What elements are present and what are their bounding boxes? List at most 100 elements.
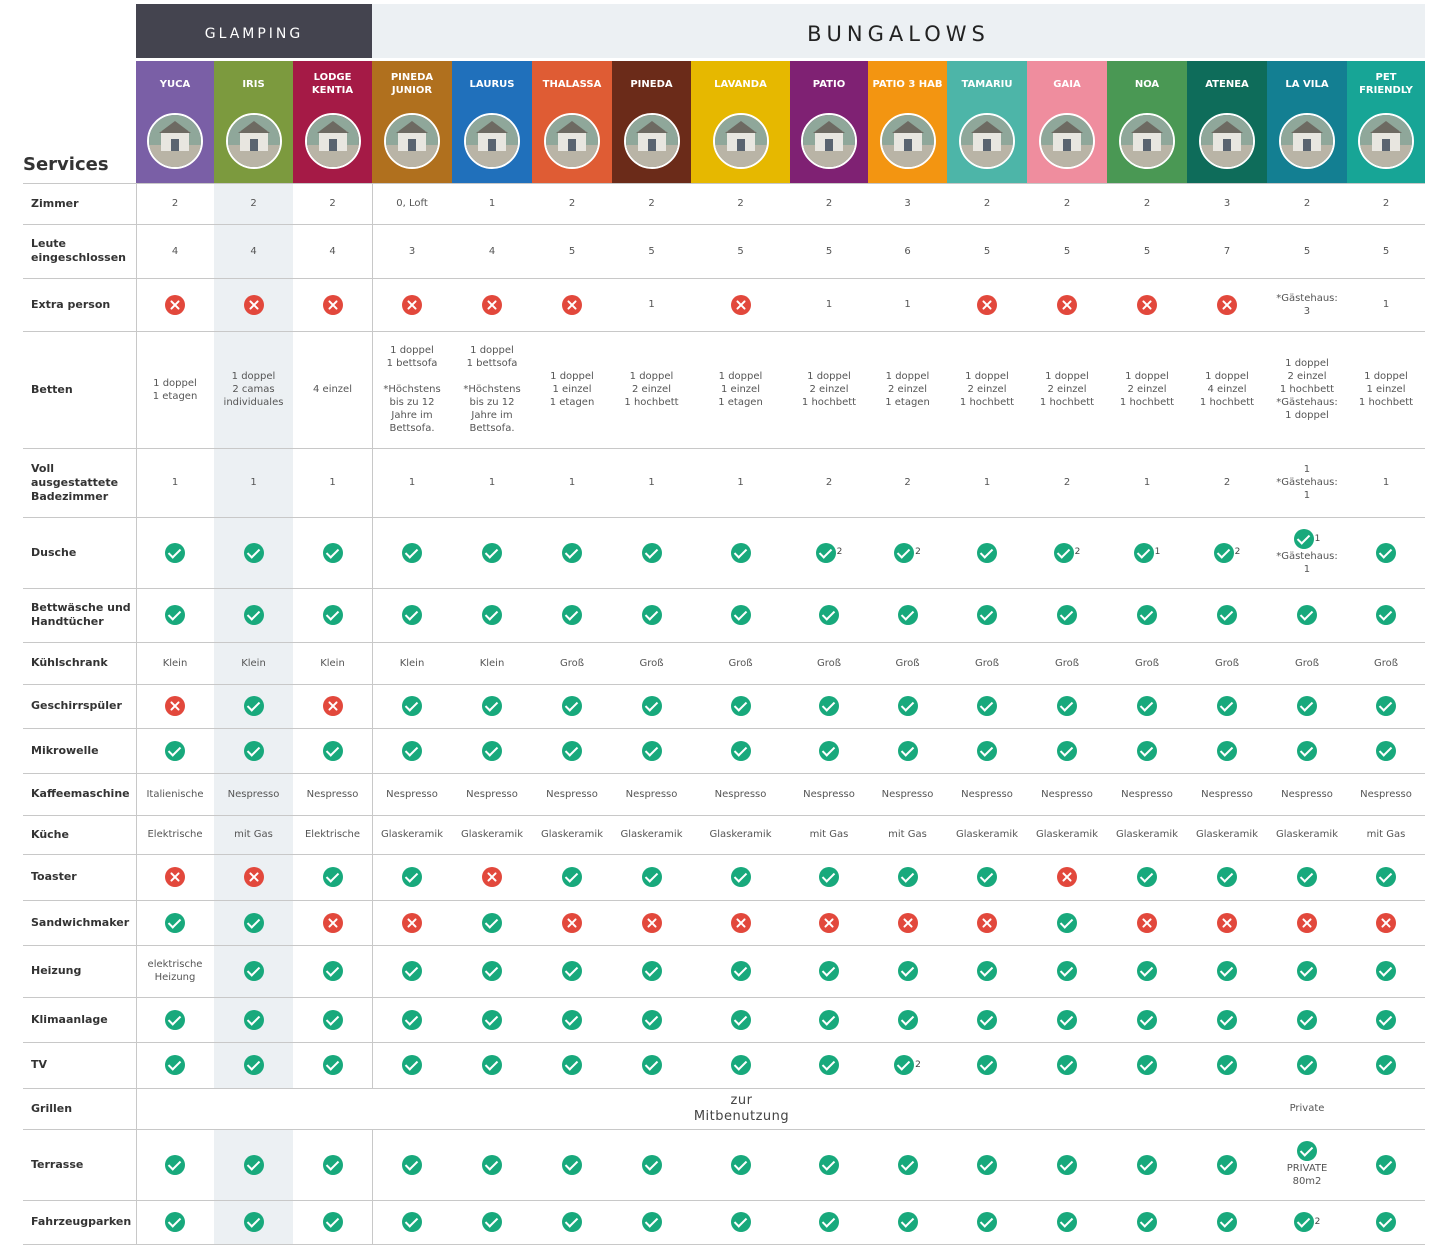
- check-icon: [641, 1154, 662, 1175]
- cross-icon: [1376, 912, 1396, 933]
- check-icon: [562, 1212, 582, 1232]
- table-cell: [947, 517, 1027, 588]
- check-icon: [977, 1154, 997, 1175]
- check-icon: [1217, 1055, 1237, 1075]
- table-cell: [1187, 728, 1267, 773]
- bungalow-photo[interactable]: [1199, 113, 1255, 169]
- cross-icon: [482, 294, 502, 315]
- check-icon: [641, 961, 662, 981]
- check-icon: [1057, 696, 1077, 716]
- table-cell: [1027, 684, 1107, 728]
- check-icon: [243, 1212, 264, 1232]
- table-cell: [1187, 588, 1267, 642]
- row-label: Kaffeemaschine: [31, 787, 130, 800]
- bungalow-photo[interactable]: [1039, 113, 1095, 169]
- table-cell: [1347, 1042, 1425, 1088]
- table-cell: 1 doppel 2 einzel 1 etagen: [885, 371, 930, 408]
- table-cell: [1107, 1200, 1187, 1244]
- table-cell: [691, 517, 790, 588]
- table-cell: [691, 945, 790, 997]
- table-cell: [293, 684, 372, 728]
- table-cell: Groß: [1054, 657, 1080, 669]
- table-cell: [947, 588, 1027, 642]
- table-cell: 2: [790, 517, 868, 588]
- column-header: YUCA: [136, 61, 214, 183]
- check-icon: [1137, 740, 1157, 761]
- check-icon: [730, 1154, 751, 1175]
- bungalow-photo[interactable]: [1279, 113, 1335, 169]
- table-cell: [1187, 1129, 1267, 1200]
- row-divider: [23, 945, 1425, 946]
- table-cell: [452, 1200, 532, 1244]
- table-cell: Elektrische: [147, 829, 203, 840]
- table-cell: Glaskeramik: [460, 829, 523, 840]
- table-cell: 1 doppel 2 einzel 1 hochbett: [959, 371, 1015, 408]
- bungalow-photo[interactable]: [880, 113, 936, 169]
- bungalow-photo[interactable]: [226, 113, 282, 169]
- bungalow-photo[interactable]: [624, 113, 680, 169]
- table-cell: [293, 1042, 372, 1088]
- table-cell: Nespresso: [625, 788, 678, 800]
- bungalow-photo[interactable]: [544, 113, 600, 169]
- bungalow-photo[interactable]: [384, 113, 440, 169]
- table-cell: [214, 945, 293, 997]
- check-icon: [977, 542, 997, 563]
- table-cell: [1107, 1129, 1187, 1200]
- bungalow-photo[interactable]: [959, 113, 1015, 169]
- check-icon: [482, 740, 502, 761]
- column-header: PATIO 3 HAB: [868, 61, 947, 183]
- row-divider: [23, 183, 1425, 184]
- table-cell: Nespresso: [803, 788, 855, 800]
- table-cell: [947, 854, 1027, 900]
- check-icon: [482, 1055, 502, 1075]
- table-cell: [790, 588, 868, 642]
- iris-column-shade: [214, 183, 293, 1089]
- table-cell: [947, 1200, 1027, 1244]
- bungalow-photo[interactable]: [147, 113, 203, 169]
- bungalow-photo[interactable]: [713, 113, 769, 169]
- bungalows-title: BUNGALOWS: [807, 22, 990, 46]
- table-cell: Nespresso: [546, 788, 598, 800]
- table-cell: [214, 900, 293, 945]
- check-icon: [562, 740, 582, 761]
- column-header: PATIO: [790, 61, 868, 183]
- bungalow-photo[interactable]: [464, 113, 520, 169]
- table-cell: 2: [568, 198, 576, 209]
- check-icon: [1376, 867, 1396, 887]
- table-cell: [1027, 1200, 1107, 1244]
- row-divider: [23, 854, 1425, 855]
- table-cell: [214, 588, 293, 642]
- table-cell: [532, 684, 612, 728]
- table-cell: [1107, 997, 1187, 1042]
- table-cell: [1267, 684, 1347, 728]
- table-cell: 2: [868, 517, 947, 588]
- table-cell: [136, 278, 214, 331]
- table-cell: Nespresso: [714, 788, 767, 800]
- table-cell: 0, Loft: [396, 198, 428, 209]
- table-cell: [452, 854, 532, 900]
- check-icon: [1376, 696, 1396, 716]
- check-icon: [1057, 1009, 1077, 1030]
- table-cell: [790, 1129, 868, 1200]
- table-cell: [1027, 728, 1107, 773]
- check-icon: [243, 1055, 264, 1075]
- column-name: LA VILA: [1285, 78, 1329, 90]
- table-cell: Groß: [974, 657, 1000, 669]
- table-cell: [214, 728, 293, 773]
- check-icon: [1297, 605, 1317, 625]
- table-cell: Glaskeramik: [620, 829, 683, 840]
- bungalow-photo[interactable]: [305, 113, 361, 169]
- table-cell: [532, 854, 612, 900]
- check-icon: [243, 542, 264, 563]
- bungalow-photo[interactable]: [1119, 113, 1175, 169]
- table-cell: Glaskeramik: [955, 829, 1018, 840]
- check-icon: [243, 696, 264, 716]
- bungalow-photo[interactable]: [801, 113, 857, 169]
- bungalow-photo[interactable]: [1358, 113, 1414, 169]
- table-cell: [790, 1042, 868, 1088]
- table-cell: 2: [825, 477, 833, 488]
- check-icon: [482, 1009, 502, 1030]
- table-cell: 1: [1143, 477, 1151, 488]
- table-cell: [1107, 900, 1187, 945]
- check-icon: [562, 1009, 582, 1030]
